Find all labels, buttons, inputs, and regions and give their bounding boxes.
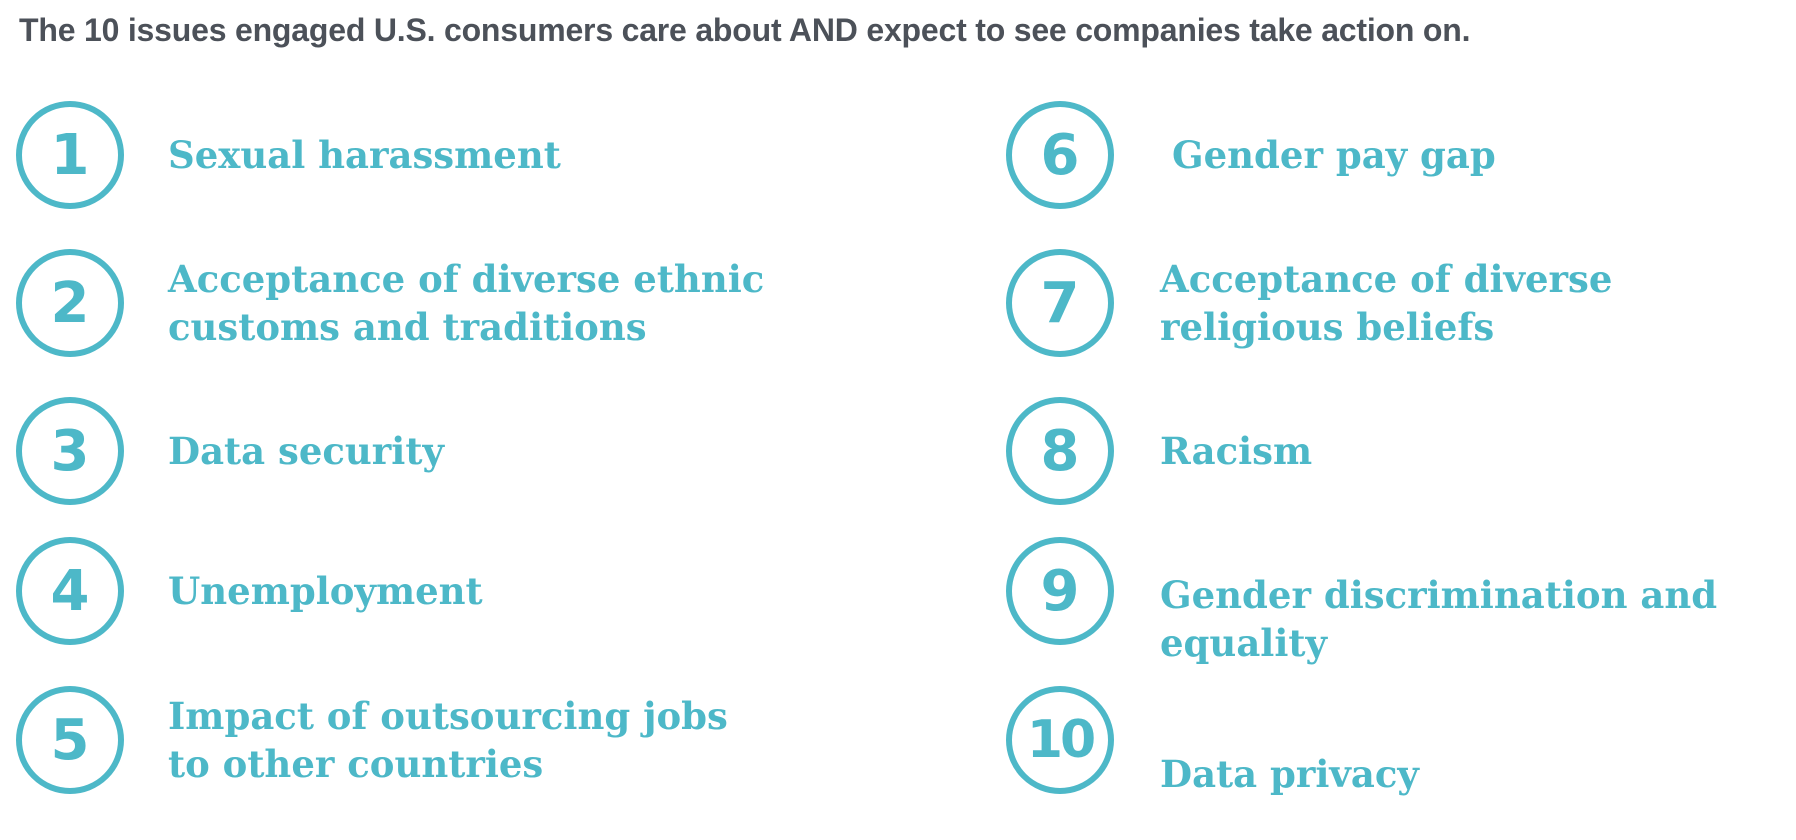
issue-label: Impact of outsourcing jobs to other coun… (168, 694, 728, 786)
issue-item-9: 9 Gender discrimination and equality (1006, 537, 1796, 665)
issue-label: Acceptance of diverse ethnic customs and… (168, 257, 765, 349)
issue-label: Acceptance of diverse religious beliefs (1160, 257, 1613, 349)
issue-label: Data privacy (1160, 752, 1419, 796)
number-badge: 5 (16, 686, 124, 794)
issue-item-8: 8 Racism (1006, 397, 1796, 517)
issue-item-5: 5 Impact of outsourcing jobs to other co… (16, 686, 876, 806)
issue-label: Sexual harassment (168, 133, 561, 177)
issue-item-4: 4 Unemployment (16, 537, 876, 657)
issue-label: Unemployment (168, 569, 483, 613)
issue-label: Racism (1160, 429, 1313, 473)
issue-label: Gender pay gap (1172, 133, 1496, 177)
number-badge: 8 (1006, 397, 1114, 505)
number-badge: 9 (1006, 537, 1114, 645)
number-badge: 4 (16, 537, 124, 645)
issue-label: Data security (168, 429, 444, 473)
number-badge: 1 (16, 101, 124, 209)
issue-item-1: 1 Sexual harassment (16, 101, 876, 221)
page-title: The 10 issues engaged U.S. consumers car… (19, 12, 1471, 48)
issue-item-10: 10 Data privacy (1006, 686, 1796, 806)
issue-item-3: 3 Data security (16, 397, 876, 517)
number-badge: 2 (16, 249, 124, 357)
number-badge: 6 (1006, 101, 1114, 209)
issue-item-6: 6 Gender pay gap (1006, 101, 1796, 221)
issue-label: Gender discrimination and equality (1160, 573, 1718, 665)
number-badge: 3 (16, 397, 124, 505)
issue-item-2: 2 Acceptance of diverse ethnic customs a… (16, 249, 876, 369)
issue-item-7: 7 Acceptance of diverse religious belief… (1006, 249, 1796, 369)
number-badge: 7 (1006, 249, 1114, 357)
number-badge: 10 (1006, 686, 1114, 794)
